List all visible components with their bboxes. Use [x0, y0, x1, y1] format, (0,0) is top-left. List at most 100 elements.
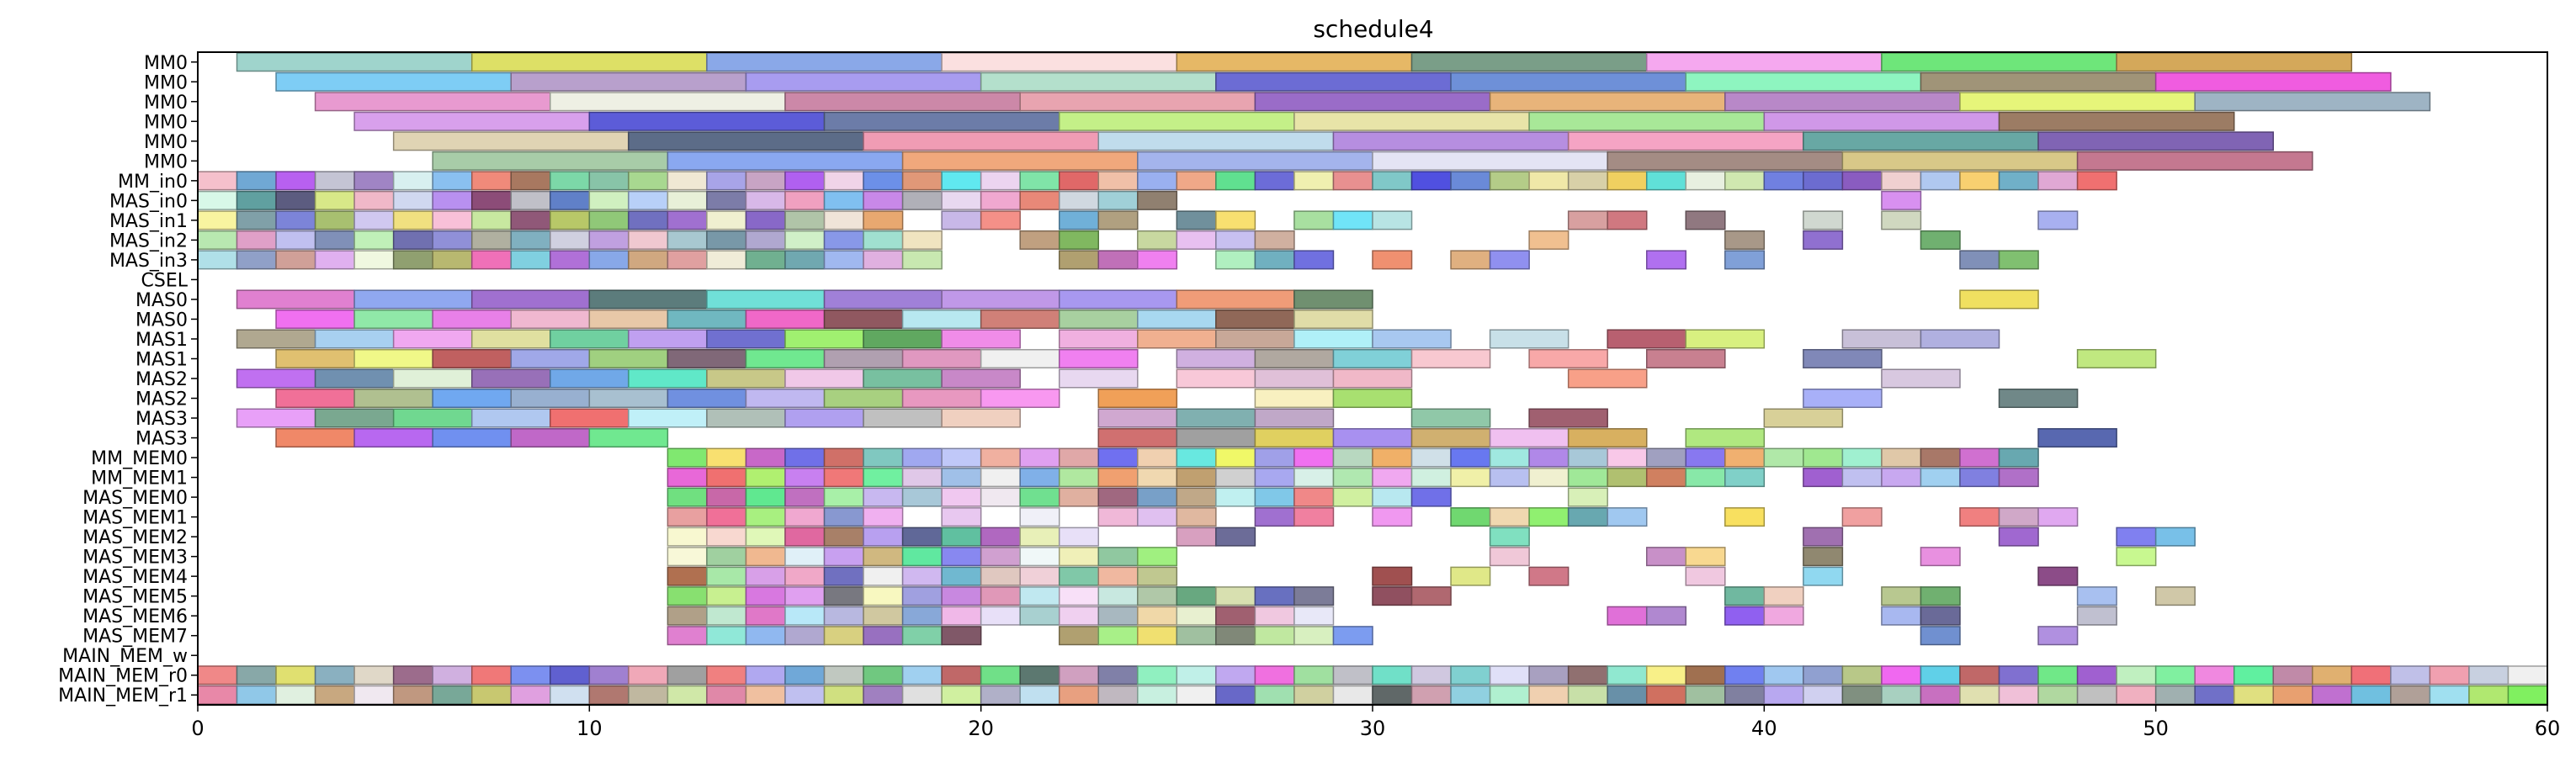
- task-bar: [236, 289, 355, 310]
- task-bar: [1881, 468, 1922, 488]
- task-bar: [1998, 685, 2039, 705]
- task-bar: [1215, 250, 1256, 270]
- task-bar: [2350, 685, 2392, 705]
- task-bar: [863, 210, 904, 230]
- task-bar: [980, 566, 1021, 586]
- task-bar: [1410, 428, 1491, 448]
- task-bar: [1685, 665, 1726, 686]
- task-bar: [1058, 368, 1139, 389]
- task-bar: [1293, 586, 1335, 606]
- task-bar: [901, 626, 943, 646]
- task-bar: [1724, 586, 1766, 606]
- task-bar: [628, 329, 708, 349]
- task-bar: [275, 428, 355, 448]
- task-bar: [823, 348, 904, 368]
- task-bar: [823, 250, 864, 270]
- task-bar: [863, 626, 904, 646]
- task-bar: [1332, 131, 1570, 151]
- task-bar: [823, 487, 864, 507]
- task-bar: [1959, 468, 2000, 488]
- task-bar: [667, 348, 747, 368]
- task-bar: [1176, 685, 1217, 705]
- task-bar: [1176, 52, 1413, 72]
- task-bar: [1959, 447, 2000, 468]
- task-bar: [353, 685, 395, 705]
- task-bar: [628, 210, 669, 230]
- task-bar: [1058, 309, 1139, 329]
- task-bar: [823, 447, 864, 468]
- task-bar: [1645, 685, 1687, 705]
- task-bar: [2076, 586, 2117, 606]
- task-bar: [2194, 92, 2431, 112]
- task-bar: [1176, 586, 1217, 606]
- task-bar: [2076, 606, 2117, 626]
- y-tick-label: MM0: [144, 112, 188, 133]
- task-bar: [1215, 210, 1256, 230]
- task-bar: [1410, 487, 1452, 507]
- task-bar: [1841, 468, 1883, 488]
- chart-title: schedule4: [1313, 15, 1433, 43]
- y-tick-label: MAIN_MEM_r0: [58, 666, 188, 687]
- task-bar: [1489, 447, 1530, 468]
- task-bar: [1372, 210, 1413, 230]
- task-bar: [236, 408, 316, 428]
- task-bar: [1097, 685, 1139, 705]
- task-bar: [1058, 348, 1139, 368]
- task-bar: [275, 171, 316, 191]
- task-bar: [745, 171, 786, 191]
- task-bar: [470, 171, 513, 191]
- task-bar: [1724, 468, 1766, 488]
- task-bar: [1489, 685, 1530, 705]
- task-bar: [1685, 171, 1726, 191]
- task-bar: [784, 447, 826, 468]
- task-bar: [1254, 389, 1335, 409]
- y-tick-label: MM_MEM1: [91, 468, 188, 490]
- task-bar: [1058, 547, 1100, 567]
- task-bar: [1254, 428, 1335, 448]
- task-bar: [941, 289, 1060, 310]
- task-bar: [432, 190, 473, 210]
- task-bar: [1410, 348, 1491, 368]
- task-bar: [980, 348, 1060, 368]
- task-bar: [823, 566, 864, 586]
- task-bar: [901, 566, 943, 586]
- task-bar: [432, 389, 513, 409]
- task-bar: [1137, 606, 1178, 626]
- task-bar: [2390, 665, 2431, 686]
- y-tick-label: MAS_MEM3: [82, 548, 188, 569]
- task-bar: [236, 329, 316, 349]
- task-bar: [2037, 566, 2079, 586]
- task-bar: [1215, 71, 1452, 92]
- y-tick-label: MAS3: [135, 409, 188, 430]
- task-bar: [1058, 447, 1100, 468]
- task-bar: [1410, 468, 1452, 488]
- task-bar: [745, 468, 786, 488]
- task-bar: [1528, 665, 1570, 686]
- task-bar: [1293, 685, 1335, 705]
- task-bar: [1803, 547, 1844, 567]
- y-tick-label: MAS_MEM4: [82, 567, 188, 588]
- y-tick-label: MM_MEM0: [91, 448, 188, 469]
- task-bar: [432, 309, 513, 329]
- task-bar: [901, 151, 1139, 171]
- task-bar: [941, 468, 982, 488]
- task-bar: [1293, 468, 1335, 488]
- y-tick-label: MAS0: [135, 290, 188, 311]
- x-tick-label: 0: [191, 717, 204, 740]
- task-bar: [392, 685, 433, 705]
- task-bar: [1058, 626, 1100, 646]
- task-bar: [2037, 428, 2117, 448]
- task-bar: [275, 71, 513, 92]
- task-bar: [667, 586, 708, 606]
- task-bar: [784, 566, 826, 586]
- task-bar: [1607, 606, 1648, 626]
- task-bar: [1841, 329, 1922, 349]
- task-bar: [1215, 230, 1256, 250]
- task-bar: [1215, 626, 1256, 646]
- task-bar: [275, 665, 316, 686]
- task-bar: [1763, 606, 1804, 626]
- task-bar: [1528, 507, 1570, 527]
- task-bar: [314, 665, 355, 686]
- task-bar: [980, 389, 1060, 409]
- task-bar: [667, 626, 708, 646]
